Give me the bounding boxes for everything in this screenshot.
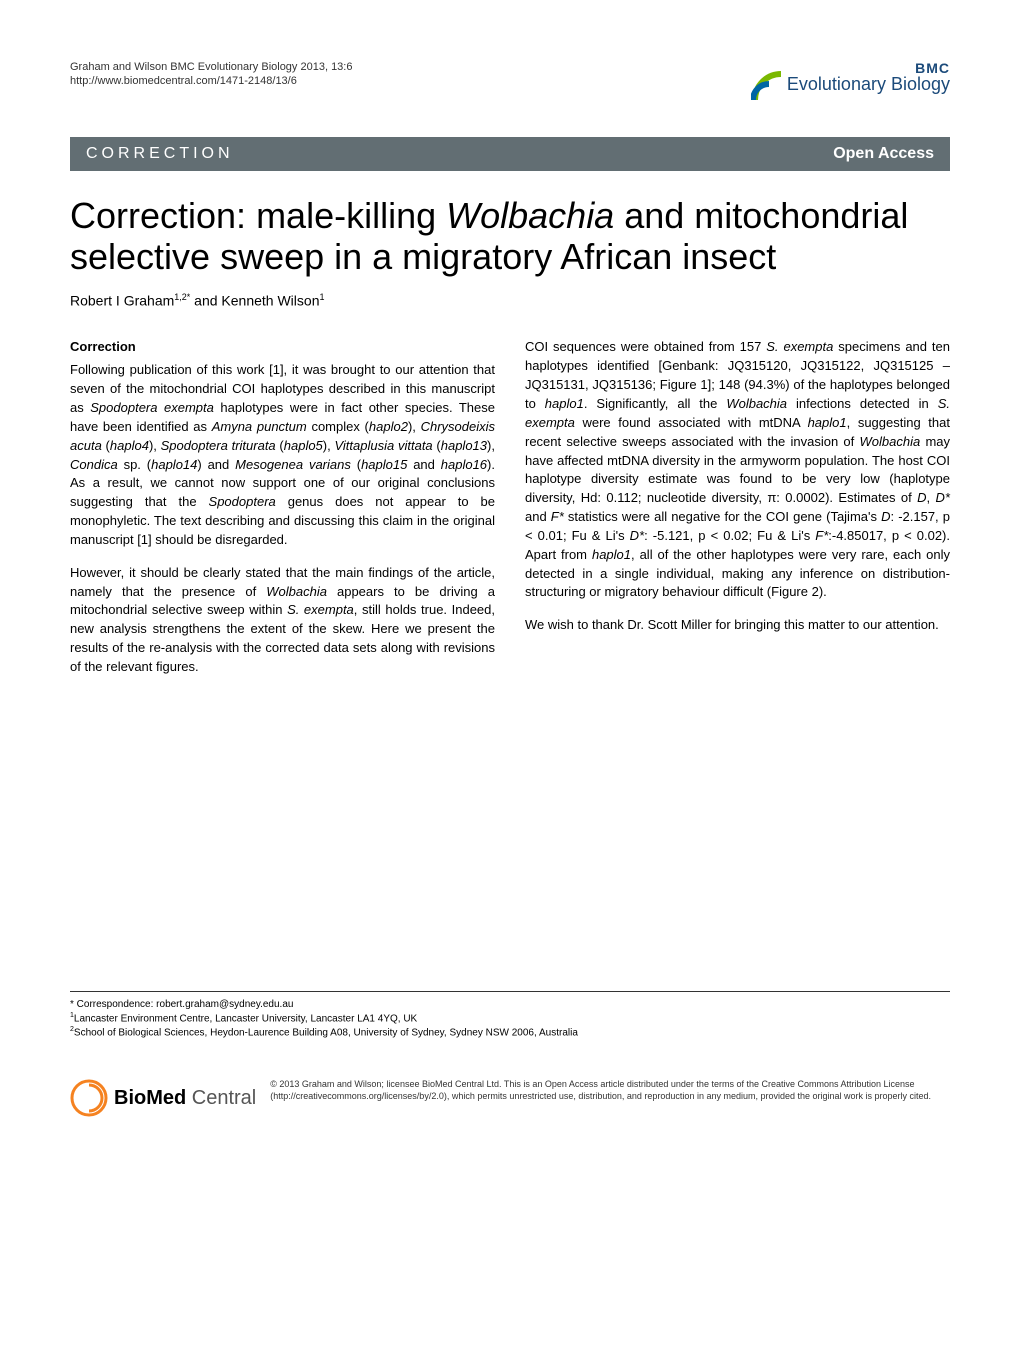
logo-journal-name: Evolutionary Biology xyxy=(787,74,950,95)
article-title: Correction: male-killing Wolbachia and m… xyxy=(70,195,950,278)
affiliation-2: School of Biological Sciences, Heydon-La… xyxy=(74,1027,578,1038)
page-container: Graham and Wilson BMC Evolutionary Biolo… xyxy=(0,0,1020,1157)
bmc-arc-icon xyxy=(751,60,783,102)
citation-block: Graham and Wilson BMC Evolutionary Biolo… xyxy=(70,60,352,89)
body-columns: Correction Following publication of this… xyxy=(70,338,950,690)
journal-logo: BMC Evolutionary Biology xyxy=(751,60,950,107)
citation-line-1: Graham and Wilson BMC Evolutionary Biolo… xyxy=(70,60,352,74)
correspondence-block: * Correspondence: robert.graham@sydney.e… xyxy=(70,998,950,1040)
biomed-circle-icon xyxy=(70,1079,108,1117)
article-type-banner: CORRECTION Open Access xyxy=(70,137,950,171)
affiliation-1: Lancaster Environment Centre, Lancaster … xyxy=(74,1013,417,1024)
biomed-text-bold: BioMed xyxy=(114,1087,186,1109)
paragraph-1: Following publication of this work [1], … xyxy=(70,361,495,549)
footer: * Correspondence: robert.graham@sydney.e… xyxy=(70,991,950,1118)
left-column: Correction Following publication of this… xyxy=(70,338,495,690)
license-text: © 2013 Graham and Wilson; licensee BioMe… xyxy=(270,1079,950,1102)
correspondence-label: * Correspondence: xyxy=(70,999,156,1010)
license-row: BioMed Central © 2013 Graham and Wilson;… xyxy=(70,1079,950,1117)
article-type-label: CORRECTION xyxy=(86,145,234,163)
open-access-label: Open Access xyxy=(833,145,934,163)
section-heading-correction: Correction xyxy=(70,338,495,357)
right-column: COI sequences were obtained from 157 S. … xyxy=(525,338,950,690)
correspondence-email: robert.graham@sydney.edu.au xyxy=(156,999,293,1010)
biomed-text-light: Central xyxy=(186,1087,256,1109)
paragraph-3: COI sequences were obtained from 157 S. … xyxy=(525,338,950,602)
author-list: Robert I Graham1,2* and Kenneth Wilson1 xyxy=(70,292,950,309)
paragraph-4: We wish to thank Dr. Scott Miller for br… xyxy=(525,616,950,635)
citation-line-2: http://www.biomedcentral.com/1471-2148/1… xyxy=(70,74,352,88)
paragraph-2: However, it should be clearly stated tha… xyxy=(70,564,495,677)
biomed-central-logo: BioMed Central xyxy=(70,1079,256,1117)
page-header: Graham and Wilson BMC Evolutionary Biolo… xyxy=(70,60,950,107)
